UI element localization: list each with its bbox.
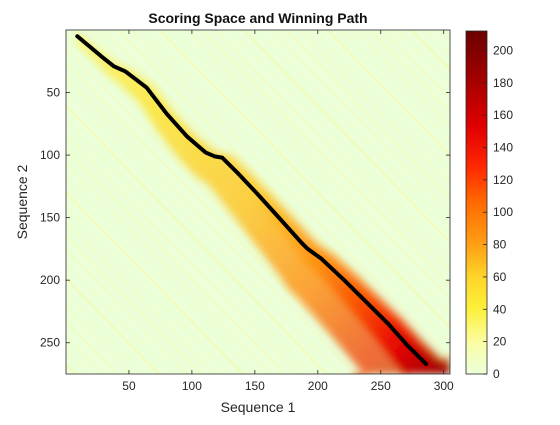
streak [242,30,450,244]
streak [66,234,202,374]
y-tick-label: 100 [40,148,60,162]
streak [200,30,450,286]
streak [66,148,286,374]
y-tick-label: 150 [40,211,60,225]
streak [528,20,560,410]
colorbar-tick-label: 140 [493,140,513,154]
streak [66,190,245,374]
x-tick-label: 250 [371,379,391,393]
colorbar-tick-label: 180 [493,76,513,90]
streak [270,30,450,215]
colorbar-tick-label: 80 [493,238,507,252]
streak [354,30,450,129]
streak [66,292,146,374]
streak [66,205,230,374]
streak [542,20,560,410]
streak [66,320,118,374]
x-tick-label: 100 [182,379,202,393]
streak [66,162,273,374]
streak [66,277,161,374]
colorbar-tick-label: 160 [493,108,513,122]
colorbar-tick-label: 60 [493,270,507,284]
streak [66,119,314,374]
streak [186,30,450,301]
colorbar-tick-label: 120 [493,173,513,187]
winning-path-line [75,34,429,366]
colorbar-tick-label: 200 [493,43,513,57]
streak [284,30,450,200]
x-tick-label: 300 [434,379,454,393]
streak [214,30,450,272]
streak [66,177,258,374]
x-tick-label: 200 [308,379,328,393]
colorbar-tick-label: 0 [493,367,500,381]
y-tick-label: 200 [40,273,60,287]
streak [298,30,450,186]
colorbar-tick-label: 100 [493,205,513,219]
streak [66,219,217,374]
y-tick-label: 250 [40,336,60,350]
streak [382,30,450,100]
streak [556,20,560,410]
y-axis-ticks: 50 100 150 200 250 [40,86,450,350]
plot-frame [65,29,451,375]
streak [66,263,174,374]
x-tick-label: 50 [122,379,136,393]
streak [66,133,301,374]
streak [172,30,450,315]
chart-title: Scoring Space and Winning Path [148,10,367,26]
streak [66,104,329,374]
y-axis-label: Sequence 2 [14,164,30,239]
colorbar [465,30,488,375]
streak [66,248,189,374]
streak [514,20,560,410]
streak [130,30,450,359]
streak [256,30,450,229]
colorbar-tick-label: 40 [493,302,507,316]
streak [66,76,357,374]
streak [66,334,105,374]
x-axis-ticks: 50 100 150 200 250 300 [122,30,454,393]
plot-area [66,20,560,410]
streak [312,30,450,171]
streak [340,30,450,142]
colorbar-tick-label: 20 [493,335,507,349]
streak [144,30,450,344]
streak [326,30,450,157]
streak [158,30,450,330]
streak [368,30,450,114]
streak [66,90,342,374]
x-tick-label: 150 [245,379,265,393]
colorbar-ticks: 0 20 40 60 80 100 120 140 160 180 200 [483,43,513,381]
streak [66,305,133,374]
streak [228,30,450,257]
y-tick-label: 50 [47,86,61,100]
x-axis-label: Sequence 1 [221,399,296,415]
